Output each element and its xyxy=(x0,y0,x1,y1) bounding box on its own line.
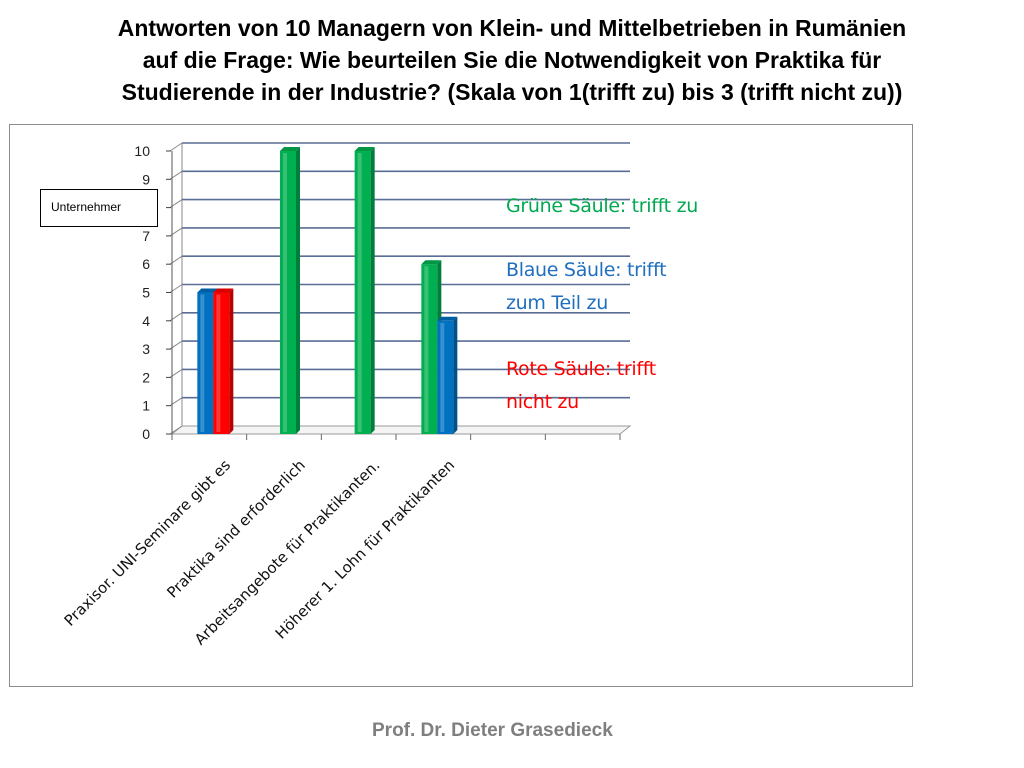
title-line-3: Studierende in der Industrie? (Skala von… xyxy=(121,79,903,105)
chart-legend: Unternehmer xyxy=(40,189,158,227)
y-tick-label: 1 xyxy=(142,398,150,414)
bar-top xyxy=(354,147,375,151)
y-tick-label: 5 xyxy=(142,285,150,301)
chart-floor xyxy=(170,425,632,435)
green-note-line-1: Grüne Säule: trifft zu xyxy=(506,195,698,217)
bar-highlight xyxy=(200,294,205,432)
gridline-depth xyxy=(169,142,183,152)
bar-side xyxy=(370,147,375,434)
green-bar-note: Grüne Säule: trifft zu xyxy=(506,190,698,223)
footer-author: Prof. Dr. Dieter Grasedieck xyxy=(372,720,613,741)
bar-2-0 xyxy=(354,151,371,434)
y-tick-label: 3 xyxy=(142,341,150,357)
y-tick-label: 9 xyxy=(142,171,150,187)
bar-top xyxy=(197,288,218,293)
bar-highlight xyxy=(440,322,445,432)
blue-note-line-1: Blaue Säule: trifft xyxy=(506,259,667,281)
bar-0-2 xyxy=(213,292,230,434)
bar-top xyxy=(280,147,300,151)
bar-highlight xyxy=(283,153,287,432)
bar-side xyxy=(296,147,300,434)
x-category-label: Praktika sind erforderlich xyxy=(163,456,309,602)
bar-top xyxy=(421,260,442,265)
bar-1-0 xyxy=(280,151,296,434)
y-tick-label: 6 xyxy=(142,256,150,272)
y-tick-label: 0 xyxy=(142,426,150,442)
slide-title: Antworten von 10 Managern von Klein- und… xyxy=(10,12,1014,108)
red-note-line-1: Rote Säule: trifft xyxy=(506,358,656,380)
red-bar-note: Rote Säule: trifft nicht zu xyxy=(506,353,656,419)
chart-frame xyxy=(9,124,913,687)
bar-top xyxy=(213,288,234,293)
bar-highlight xyxy=(424,266,429,432)
y-tick-label: 10 xyxy=(134,143,150,159)
bar-0-1 xyxy=(197,292,214,434)
blue-note-line-2: zum Teil zu xyxy=(506,292,608,314)
bar-3-1 xyxy=(437,320,454,434)
title-line-1: Antworten von 10 Managern von Klein- und… xyxy=(117,15,907,41)
y-tick-label: 2 xyxy=(142,369,150,385)
bar-highlight xyxy=(216,294,221,432)
bar-highlight xyxy=(357,153,362,432)
y-tick-label: 7 xyxy=(142,228,150,244)
title-line-2: auf die Frage: Wie beurteilen Sie die No… xyxy=(142,47,882,73)
bar-top xyxy=(437,316,458,321)
legend-label: Unternehmer xyxy=(51,200,122,214)
bar-3-0 xyxy=(421,264,438,434)
bar-side xyxy=(229,288,234,434)
bar-side xyxy=(453,316,458,434)
y-tick-label: 4 xyxy=(142,313,150,329)
blue-bar-note: Blaue Säule: trifft zum Teil zu xyxy=(506,254,667,320)
red-note-line-2: nicht zu xyxy=(506,391,579,413)
